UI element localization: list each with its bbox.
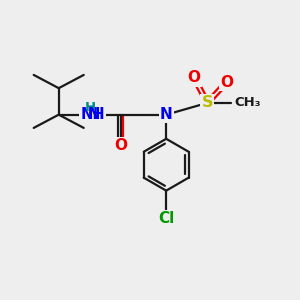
- Text: Cl: Cl: [158, 211, 174, 226]
- Text: S: S: [202, 95, 213, 110]
- Text: O: O: [220, 75, 233, 90]
- Text: N: N: [160, 107, 172, 122]
- Text: NH: NH: [80, 107, 105, 122]
- Text: H: H: [84, 101, 95, 114]
- Text: CH₃: CH₃: [235, 96, 261, 110]
- Text: O: O: [114, 138, 127, 153]
- Text: O: O: [188, 70, 201, 86]
- Text: N: N: [87, 107, 100, 122]
